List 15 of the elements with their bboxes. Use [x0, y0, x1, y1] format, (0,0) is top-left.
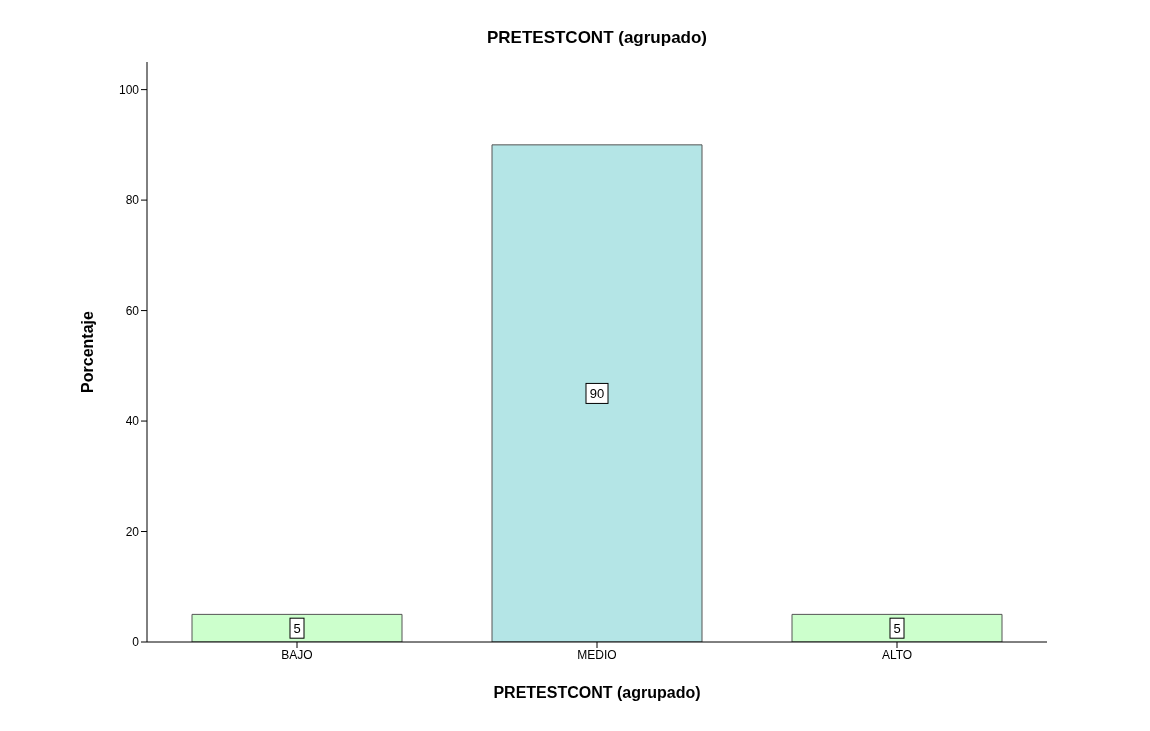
x-tick-label: ALTO — [881, 647, 913, 662]
x-tick-label: BAJO — [281, 647, 313, 662]
x-axis-title: PRETESTCONT (agrupado) — [493, 684, 701, 701]
x-tick-label: MEDIO — [577, 647, 617, 662]
data-label: 5 — [293, 621, 301, 637]
y-tick-label: 60 — [125, 303, 140, 318]
y-axis-title: Porcentaje — [78, 310, 96, 393]
chart-title: PRETESTCONT (agrupado) — [485, 28, 709, 48]
data-label: 5 — [893, 621, 901, 637]
data-label: 90 — [589, 386, 605, 402]
y-tick-label: 100 — [118, 82, 140, 97]
y-tick-label: 0 — [132, 635, 140, 650]
y-tick-label: 80 — [125, 193, 140, 208]
y-tick-label: 20 — [125, 524, 140, 539]
y-tick-label: 40 — [125, 414, 140, 429]
